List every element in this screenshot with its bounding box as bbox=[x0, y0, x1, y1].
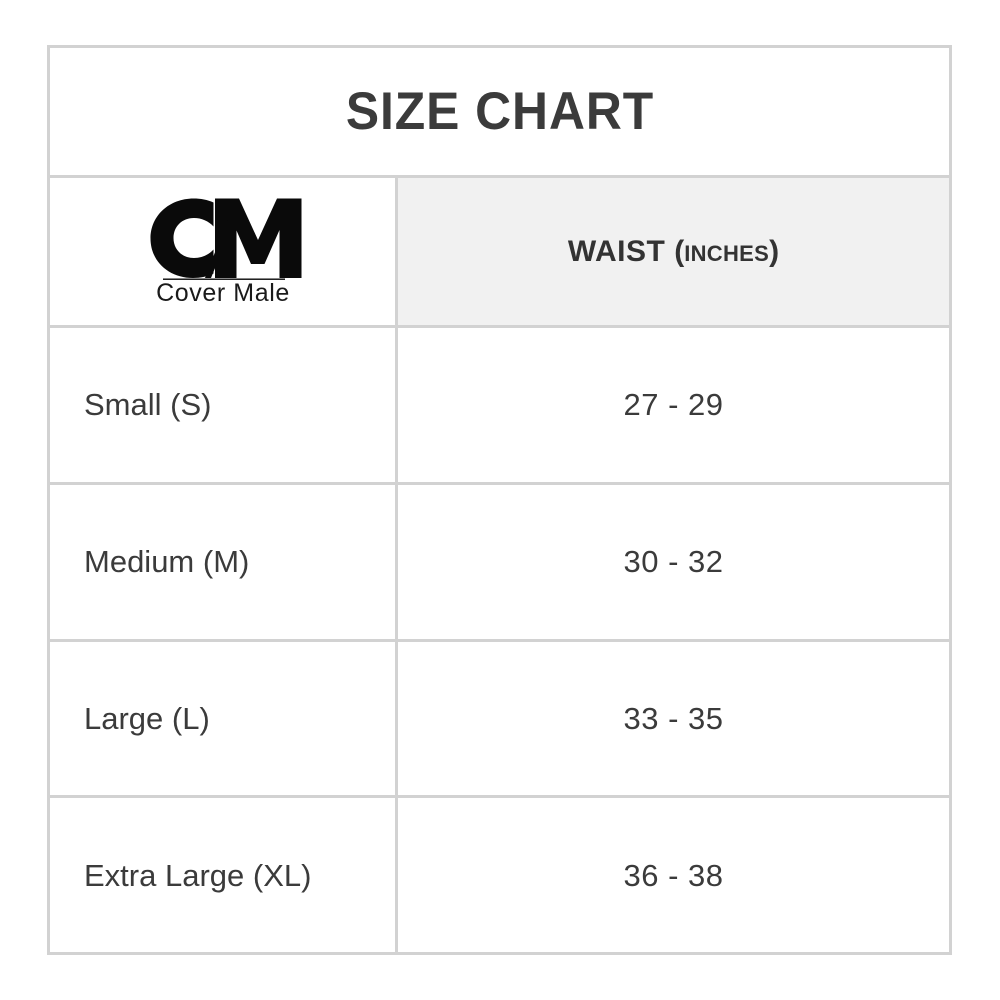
waist-value-label: 33 - 35 bbox=[623, 700, 724, 736]
waist-header-paren-open: ( bbox=[674, 234, 685, 268]
waist-value-label: 36 - 38 bbox=[623, 857, 724, 893]
size-name-cell: Extra Large (XL) bbox=[50, 798, 398, 952]
table-row: Medium (M) 30 - 32 bbox=[50, 484, 949, 642]
waist-header-unit: INCHES bbox=[684, 240, 770, 266]
brand-name-text: Cover Male bbox=[156, 279, 290, 307]
size-name-label: Small (S) bbox=[84, 387, 212, 423]
size-name-cell: Small (S) bbox=[50, 328, 398, 482]
waist-value-cell: 30 - 32 bbox=[398, 485, 949, 639]
page-title: SIZE CHART bbox=[345, 82, 654, 141]
waist-header-cell: WAIST (INCHES) bbox=[398, 178, 949, 325]
waist-value-label: 27 - 29 bbox=[623, 387, 724, 423]
table-title-row: SIZE CHART bbox=[50, 48, 949, 178]
size-name-cell: Medium (M) bbox=[50, 484, 398, 639]
size-chart-table: SIZE CHART Cover Male bbox=[47, 45, 952, 955]
size-name-label: Extra Large (XL) bbox=[84, 857, 312, 893]
waist-value-cell: 33 - 35 bbox=[398, 642, 949, 796]
table-row: Small (S) 27 - 29 bbox=[50, 328, 949, 485]
waist-column-header: WAIST (INCHES) bbox=[567, 234, 780, 268]
waist-value-cell: 36 - 38 bbox=[398, 798, 949, 952]
size-name-label: Large (L) bbox=[84, 700, 210, 736]
waist-value-label: 30 - 32 bbox=[623, 544, 724, 580]
waist-header-main: WAIST bbox=[567, 234, 666, 268]
cm-monogram-icon: Cover Male bbox=[139, 196, 307, 308]
size-name-label: Medium (M) bbox=[84, 544, 250, 580]
table-header-row: Cover Male WAIST (INCHES) bbox=[50, 178, 949, 328]
brand-logo-cell: Cover Male bbox=[50, 178, 398, 325]
waist-header-paren-close: ) bbox=[769, 234, 780, 268]
size-name-cell: Large (L) bbox=[50, 641, 398, 796]
table-row: Large (L) 33 - 35 bbox=[50, 641, 949, 799]
table-row: Extra Large (XL) 36 - 38 bbox=[50, 798, 949, 952]
waist-value-cell: 27 - 29 bbox=[398, 328, 949, 482]
